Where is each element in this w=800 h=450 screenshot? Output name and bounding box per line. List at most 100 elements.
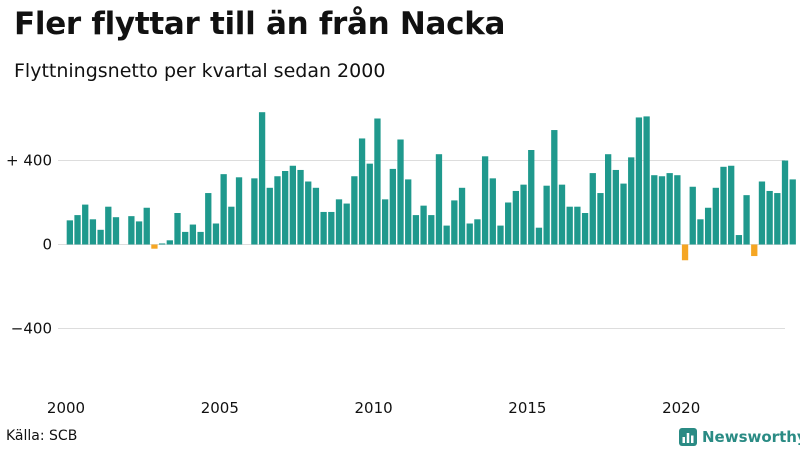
bar-2004-q4	[212, 223, 220, 245]
bar-2019-q4	[674, 175, 681, 245]
bar-2018-q4	[643, 116, 650, 245]
bar-2016-q4	[581, 213, 589, 245]
bar-2000-q3	[82, 204, 89, 245]
bar-2002-q2	[135, 221, 143, 245]
bar-2010-q2	[381, 199, 389, 245]
bar-2000-q2	[74, 215, 81, 245]
bar-2014-q1	[497, 225, 504, 245]
bar-2007-q3	[297, 169, 304, 245]
bar-2002-q1	[128, 216, 135, 245]
bar-2003-q2	[166, 240, 173, 245]
bar-2010-q1	[374, 118, 381, 245]
bar-2004-q3	[205, 193, 212, 245]
chart-title: Fler flyttar till än från Nacka	[14, 6, 506, 42]
bar-2019-q3	[666, 173, 673, 245]
bar-2005-q2	[228, 206, 235, 245]
bar-2018-q3	[635, 117, 643, 245]
bar-2009-q1	[343, 203, 350, 245]
bar-2002-q3	[143, 207, 150, 245]
bar-2009-q3	[358, 138, 366, 245]
bar-2010-q3	[389, 168, 396, 245]
bar-2006-q1	[251, 178, 258, 245]
x-tick-label: 2010	[355, 399, 393, 417]
bar-2001-q3	[112, 217, 120, 245]
bar-2004-q2	[197, 231, 204, 245]
bar-2000-q1	[66, 220, 73, 245]
bar-2018-q2	[628, 157, 635, 245]
bar-2014-q4	[520, 184, 527, 245]
bar-2001-q2	[105, 206, 112, 245]
bar-2022-q4	[766, 190, 773, 245]
bar-2023-q1	[774, 193, 781, 245]
bar-2013-q3	[481, 156, 489, 245]
bar-2008-q2	[320, 211, 327, 245]
bar-2012-q4	[458, 187, 466, 245]
bar-2009-q4	[366, 163, 373, 245]
y-tick-label: 0	[42, 236, 52, 254]
bar-2021-q3	[728, 165, 735, 245]
x-tick-label: 2015	[508, 399, 546, 417]
bar-2015-q3	[543, 185, 550, 245]
bar-2016-q3	[574, 206, 581, 245]
bar-2000-q4	[89, 219, 97, 245]
bar-2023-q3	[789, 179, 796, 245]
bar-2014-q3	[512, 190, 520, 245]
bar-2008-q1	[312, 187, 320, 245]
bar-2013-q4	[489, 178, 496, 245]
bar-2006-q4	[274, 176, 281, 245]
bar-2005-q1	[220, 174, 227, 245]
bar-2008-q3	[328, 211, 335, 245]
bar-2011-q1	[405, 179, 412, 245]
bar-2015-q2	[535, 227, 543, 245]
y-tick-label: −400	[11, 320, 52, 338]
bar-2021-q1	[712, 187, 719, 245]
bar-2017-q3	[605, 154, 612, 245]
bar-2022-q1	[743, 195, 750, 245]
bar-2013-q1	[466, 223, 473, 245]
bar-2017-q1	[589, 173, 596, 245]
bar-2003-q1	[158, 243, 166, 245]
bar-2005-q3	[235, 177, 243, 245]
bar-2017-q2	[597, 193, 604, 245]
bar-2020-q1	[681, 244, 689, 261]
y-axis-ticks: + 400 0 −400	[6, 152, 52, 338]
bar-2013-q2	[474, 219, 481, 245]
bar-2020-q4	[704, 207, 712, 245]
bar-2002-q4	[151, 244, 158, 249]
bar-2022-q2	[751, 244, 758, 257]
bars	[66, 112, 796, 261]
bar-2006-q2	[258, 112, 266, 245]
bar-2006-q3	[266, 187, 273, 245]
bar-2020-q3	[697, 219, 704, 245]
bar-2021-q2	[720, 166, 727, 245]
bar-2004-q1	[189, 224, 197, 245]
bar-2011-q3	[420, 205, 427, 245]
bar-2020-q2	[689, 186, 696, 245]
bar-2003-q3	[174, 213, 181, 245]
bar-chart-icon	[679, 428, 697, 446]
bar-2021-q4	[735, 235, 743, 245]
x-tick-label: 2005	[201, 399, 239, 417]
bar-2012-q2	[443, 225, 450, 245]
source-note: Källa: SCB	[6, 428, 78, 444]
bar-2018-q1	[620, 183, 627, 245]
newsworthy-logo[interactable]: Newsworthy	[679, 427, 800, 447]
bar-2009-q2	[351, 176, 358, 245]
bar-2011-q4	[428, 215, 435, 245]
bar-2003-q4	[182, 231, 189, 245]
chart-subtitle: Flyttningsnetto per kvartal sedan 2000	[14, 60, 386, 82]
bar-2015-q1	[528, 150, 535, 245]
bar-2010-q4	[397, 139, 404, 245]
bar-2001-q1	[97, 229, 104, 245]
y-tick-label: + 400	[6, 152, 52, 170]
bar-2016-q2	[566, 206, 573, 245]
bar-2022-q3	[758, 181, 766, 245]
bar-2014-q2	[505, 202, 512, 245]
bar-2007-q2	[289, 165, 296, 245]
x-tick-label: 2000	[47, 399, 85, 417]
bar-2011-q2	[412, 215, 420, 245]
bar-2008-q4	[335, 199, 343, 245]
bar-2023-q2	[781, 160, 789, 245]
bar-2012-q3	[451, 200, 458, 245]
